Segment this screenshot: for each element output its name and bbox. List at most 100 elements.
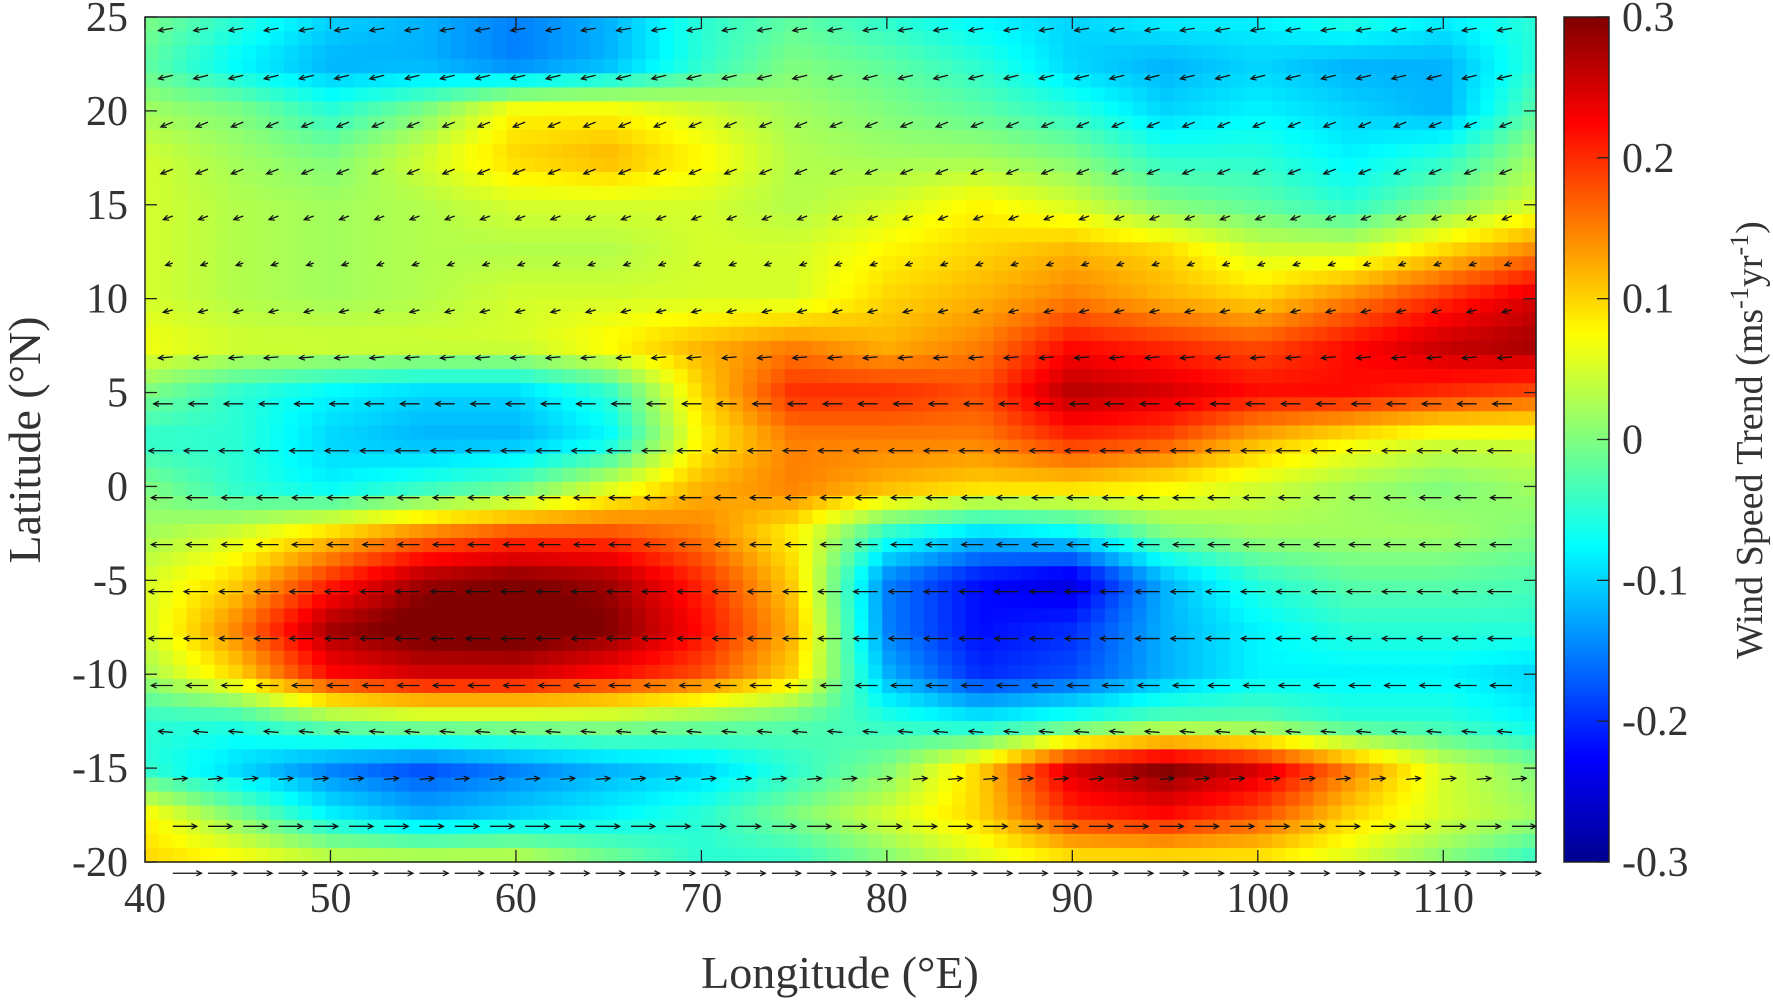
- heatmap-cell: [604, 214, 619, 229]
- heatmap-cell: [1424, 270, 1440, 286]
- heatmap-cell: [506, 157, 522, 173]
- heatmap-cell: [1049, 664, 1064, 680]
- heatmap-cell: [1104, 566, 1120, 581]
- heatmap-cell: [1438, 439, 1454, 455]
- heatmap-cell: [242, 369, 257, 384]
- heatmap-cell: [256, 45, 271, 60]
- heatmap-cell: [534, 355, 549, 370]
- heatmap-cell: [200, 129, 216, 145]
- heatmap-cell: [1299, 524, 1315, 539]
- heatmap-cell: [687, 481, 702, 497]
- heatmap-cell: [200, 101, 216, 117]
- heatmap-cell: [451, 439, 466, 455]
- heatmap-cell: [576, 566, 591, 581]
- heatmap-cell: [617, 538, 633, 553]
- heatmap-cell: [979, 31, 995, 46]
- heatmap-cell: [854, 411, 869, 427]
- heatmap-cell: [826, 256, 842, 272]
- heatmap-cell: [1271, 509, 1287, 525]
- heatmap-cell: [395, 59, 410, 74]
- heatmap-cell: [701, 256, 716, 272]
- heatmap-cell: [1243, 157, 1259, 173]
- heatmap-cell: [1104, 650, 1120, 666]
- heatmap-cell: [1104, 524, 1120, 539]
- heatmap-cell: [576, 298, 591, 314]
- heatmap-cell: [937, 87, 953, 103]
- heatmap-cell: [979, 481, 995, 497]
- heatmap-cell: [896, 566, 911, 581]
- heatmap-cell: [896, 383, 911, 398]
- heatmap-cell: [1229, 594, 1245, 610]
- heatmap-cell: [854, 481, 869, 497]
- heatmap-cell: [979, 566, 995, 581]
- heatmap-cell: [604, 284, 619, 300]
- heatmap-cell: [284, 622, 299, 638]
- heatmap-cell: [478, 580, 494, 596]
- heatmap-cell: [617, 87, 633, 103]
- heatmap-cell: [1396, 678, 1412, 694]
- heatmap-cell: [1271, 214, 1287, 229]
- heatmap-cell: [367, 453, 383, 469]
- heatmap-cell: [172, 186, 188, 201]
- heatmap-cell: [631, 186, 647, 201]
- heatmap-cell: [548, 115, 563, 131]
- heatmap-cell: [896, 411, 911, 427]
- heatmap-cell: [1369, 87, 1384, 103]
- heatmap-cell: [284, 453, 299, 469]
- heatmap-cell: [200, 171, 216, 187]
- heatmap-cell: [172, 143, 188, 159]
- heatmap-cell: [256, 622, 271, 638]
- heatmap-cell: [1424, 566, 1440, 581]
- heatmap-cell: [631, 228, 647, 243]
- heatmap-cell: [506, 524, 522, 539]
- heatmap-cell: [1188, 87, 1203, 103]
- heatmap-cell: [687, 228, 702, 243]
- heatmap-cell: [576, 397, 591, 412]
- heatmap-cell: [1216, 664, 1231, 680]
- heatmap-cell: [576, 270, 591, 286]
- heatmap-cell: [1438, 467, 1454, 483]
- heatmap-cell: [1285, 59, 1301, 74]
- heatmap-cell: [506, 284, 522, 300]
- heatmap-cell: [409, 580, 424, 596]
- heatmap-cell: [826, 129, 842, 145]
- heatmap-cell: [1076, 59, 1092, 74]
- heatmap-cell: [1174, 397, 1189, 412]
- heatmap-cell: [409, 369, 424, 384]
- heatmap-cell: [854, 425, 869, 441]
- heatmap-cell: [256, 256, 271, 272]
- heatmap-cell: [325, 594, 341, 610]
- heatmap-cell: [270, 707, 285, 722]
- heatmap-cell: [1035, 270, 1050, 286]
- heatmap-cell: [395, 425, 410, 441]
- heatmap-cell: [659, 17, 675, 32]
- heatmap-cell: [840, 538, 856, 553]
- heatmap-cell: [1271, 270, 1287, 286]
- heatmap-cell: [1494, 594, 1509, 610]
- heatmap-cell: [172, 650, 188, 666]
- heatmap-cell: [520, 481, 536, 497]
- heatmap-cell: [1076, 45, 1092, 60]
- heatmap-cell: [659, 509, 675, 525]
- heatmap-cell: [993, 45, 1009, 60]
- heatmap-cell: [1299, 693, 1315, 708]
- heatmap-cell: [1188, 200, 1203, 215]
- heatmap-cell: [896, 678, 911, 694]
- heatmap-cell: [1452, 186, 1468, 201]
- heatmap-cell: [812, 664, 828, 680]
- heatmap-cell: [1257, 101, 1273, 117]
- heatmap-cell: [423, 425, 438, 441]
- heatmap-cell: [937, 636, 953, 652]
- heatmap-cell: [659, 143, 675, 159]
- heatmap-cell: [1522, 45, 1537, 60]
- heatmap-cell: [784, 129, 800, 145]
- heatmap-cell: [214, 608, 230, 624]
- heatmap-cell: [409, 594, 424, 610]
- heatmap-cell: [1090, 566, 1106, 581]
- heatmap-cell: [1243, 608, 1259, 624]
- heatmap-cell: [1021, 369, 1036, 384]
- heatmap-cell: [1146, 129, 1162, 145]
- heatmap-cell: [910, 17, 925, 32]
- heatmap-cell: [1007, 608, 1022, 624]
- heatmap-cell: [506, 467, 522, 483]
